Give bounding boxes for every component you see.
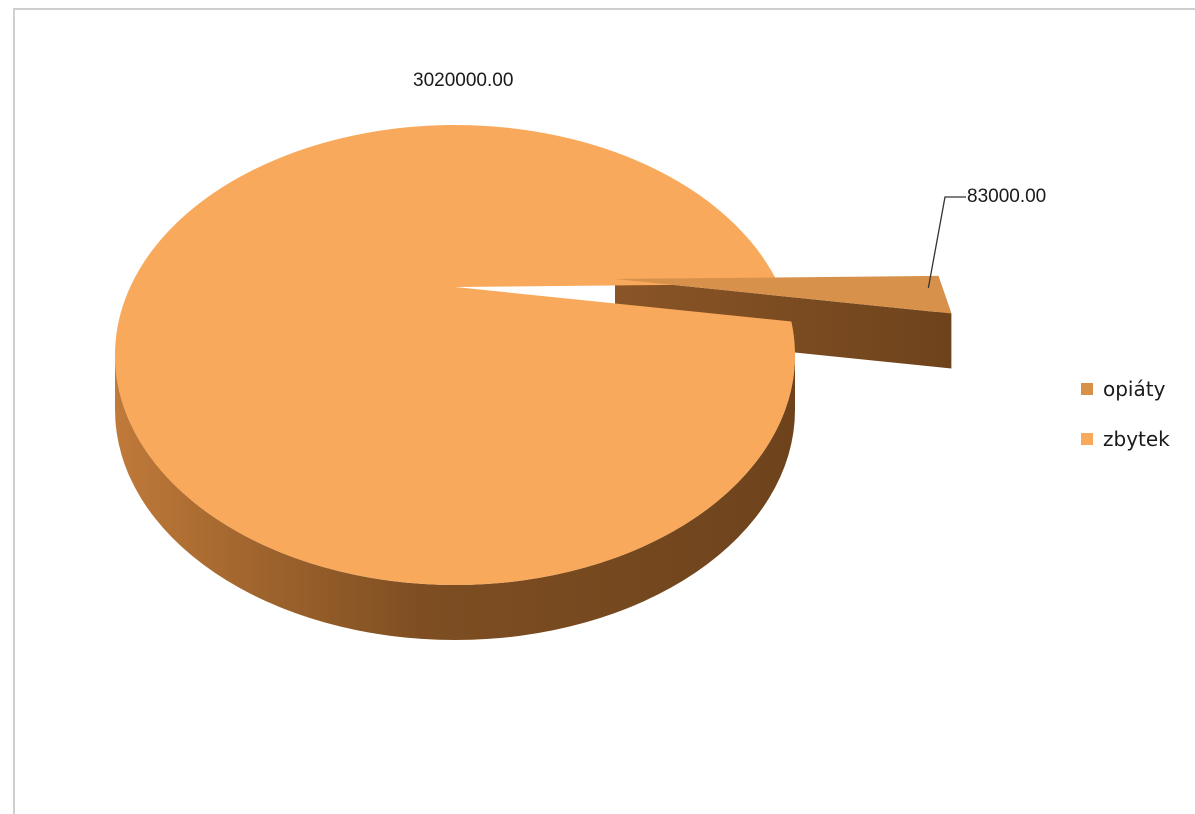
pie-slice-zbytek — [115, 125, 796, 586]
legend-swatch-opiaty — [1081, 383, 1093, 395]
data-label-opiaty: 83000.00 — [967, 186, 1046, 207]
legend-label-zbytek: zbytek — [1103, 427, 1170, 451]
pie-slice-side-zbytek — [115, 355, 795, 640]
pie-slice-opiaty — [615, 275, 952, 314]
data-label-leader-line — [927, 196, 966, 289]
legend-label-opiaty: opiáty — [1103, 377, 1166, 401]
legend: opiáty zbytek — [1081, 377, 1170, 451]
legend-swatch-zbytek — [1081, 433, 1093, 445]
data-label-zbytek: 3020000.00 — [413, 70, 513, 91]
